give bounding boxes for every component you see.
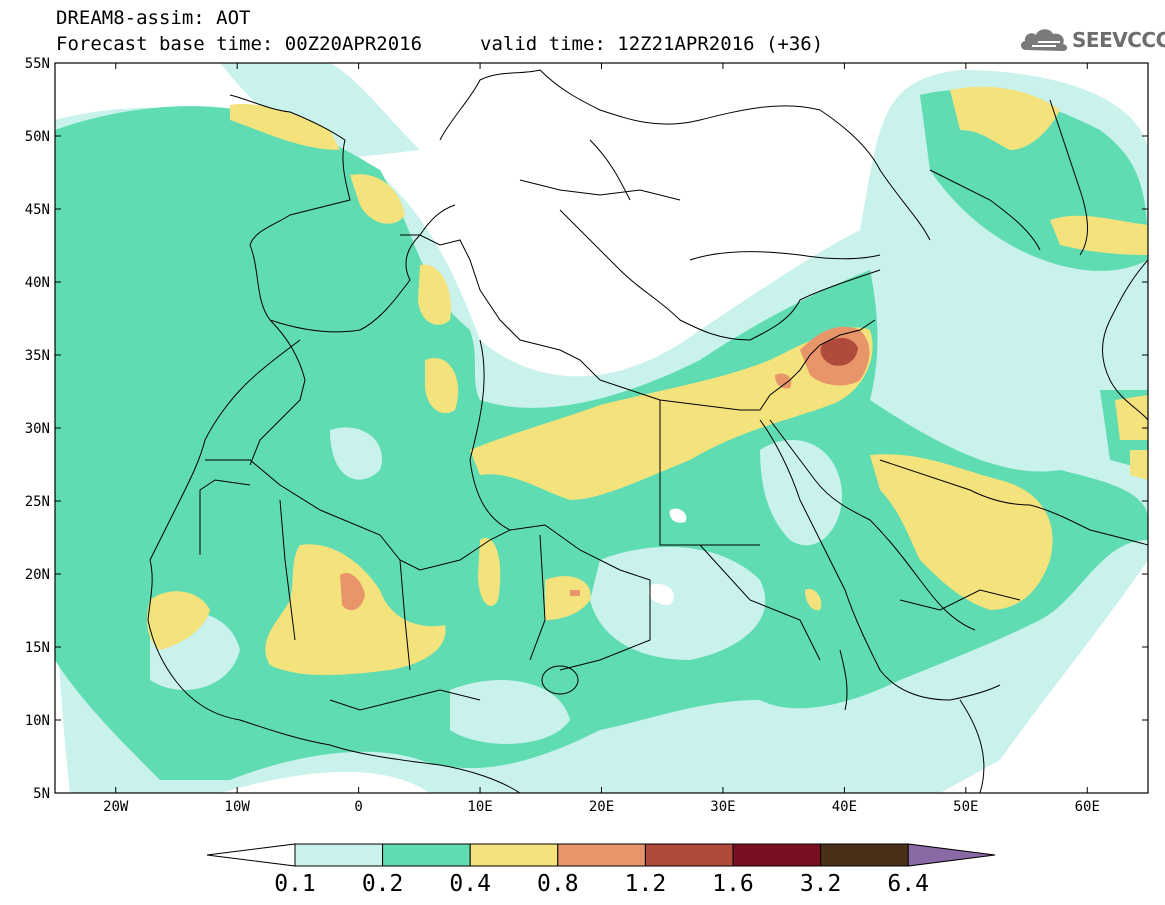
colorbar-segment — [820, 843, 909, 867]
colorbar-segments — [206, 843, 996, 867]
lat-tick-label: 40N — [25, 275, 50, 291]
colorbar-level-label: 6.4 — [887, 871, 929, 897]
lat-tick-label: 5N — [33, 786, 50, 802]
coastlines — [147, 69, 1148, 793]
cloud-icon — [1020, 29, 1068, 51]
colorbar-segment — [294, 843, 384, 867]
lat-tick-label: 35N — [25, 348, 50, 364]
colorbar-segment — [644, 843, 734, 867]
colorbar-level-label: 3.2 — [800, 871, 842, 897]
lon-tick-label: 10W — [225, 799, 251, 815]
colorbar-segment — [557, 843, 646, 867]
lon-tick-label: 0 — [354, 799, 362, 815]
lon-tick-label: 40E — [832, 799, 857, 815]
aot-contours — [55, 63, 1148, 793]
longitude-axis: 20W 10W 0 10E 20E 30E 40E 50E 60E — [103, 63, 1100, 815]
colorbar-segment — [732, 843, 822, 867]
colorbar-segment — [382, 843, 471, 867]
lat-tick-label: 30N — [25, 421, 50, 437]
colorbar-level-label: 0.8 — [537, 871, 579, 897]
lon-tick-label: 50E — [953, 799, 978, 815]
map-title: DREAM8-assim: AOT — [56, 7, 251, 29]
latitude-axis: 55N 50N 45N 40N 35N 30N 25N 20N 15N 10N 5N — [25, 56, 1148, 802]
lat-tick-label: 15N — [25, 640, 50, 656]
valid-time: valid time: 12Z21APR2016 (+36) — [480, 33, 824, 55]
lat-tick-label: 10N — [25, 713, 50, 729]
colorbar-segment — [469, 843, 559, 867]
lon-tick-label: 10E — [467, 799, 492, 815]
colorbar-level-label: 0.4 — [449, 871, 491, 897]
colorbar-below-arrow — [206, 843, 296, 867]
colorbar-level-label: 0.1 — [274, 871, 316, 897]
lakes — [541, 649, 848, 711]
lat-tick-label: 20N — [25, 567, 50, 583]
seevccc-logo: SEEVCCC — [1018, 24, 1165, 56]
aot-colorbar: 0.1 0.2 0.4 0.8 1.2 1.6 3.2 6.4 — [206, 843, 996, 897]
logo-text: SEEVCCC — [1072, 28, 1165, 52]
lat-tick-label: 50N — [25, 129, 50, 145]
lat-tick-label: 55N — [25, 56, 50, 72]
lon-tick-label: 60E — [1075, 799, 1100, 815]
lon-tick-label: 20E — [589, 799, 614, 815]
forecast-base-time: Forecast base time: 00Z20APR2016 — [56, 33, 423, 55]
lon-tick-label: 20W — [103, 799, 129, 815]
colorbar-labels: 0.1 0.2 0.4 0.8 1.2 1.6 3.2 6.4 — [274, 871, 929, 897]
aot-forecast-map: 55N 50N 45N 40N 35N 30N 25N 20N 15N 10N 5N 20W 10W 0… — [25, 56, 1149, 815]
colorbar-level-label: 0.2 — [362, 871, 404, 897]
colorbar-level-label: 1.2 — [625, 871, 667, 897]
lon-tick-label: 30E — [710, 799, 735, 815]
colorbar-level-label: 1.6 — [712, 871, 754, 897]
lat-tick-label: 25N — [25, 494, 50, 510]
lat-tick-label: 45N — [25, 202, 50, 218]
colorbar-above-arrow — [907, 843, 996, 867]
